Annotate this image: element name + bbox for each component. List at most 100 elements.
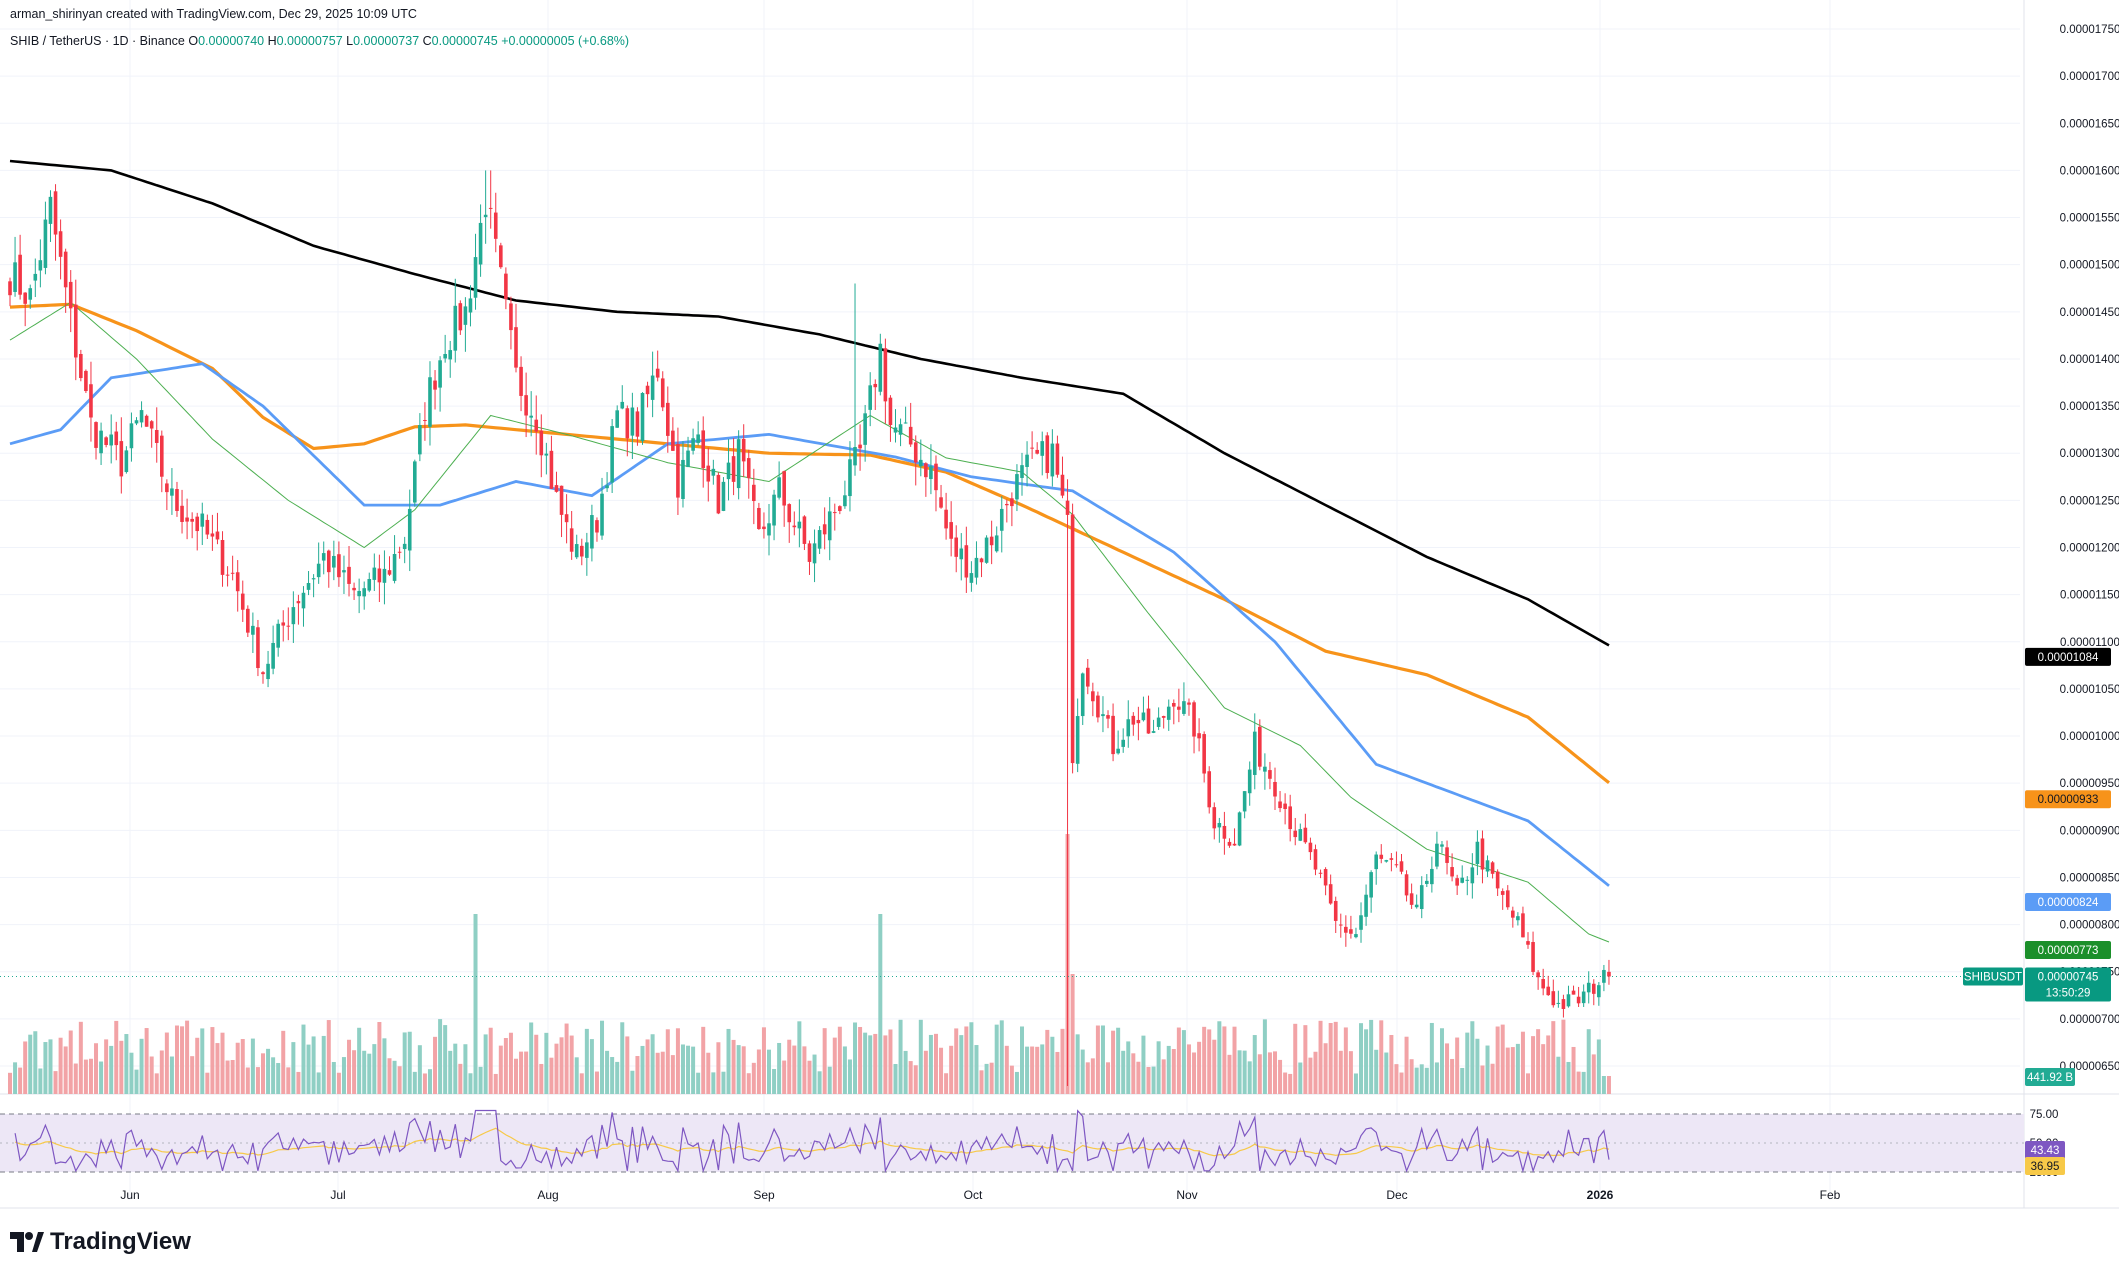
candle-up (969, 573, 974, 583)
candle-up (1015, 474, 1019, 500)
candle-down (569, 528, 574, 552)
volume-bar (8, 1072, 12, 1094)
volume-bar (1404, 1036, 1409, 1094)
candle-down (1450, 867, 1454, 877)
candle-down (554, 485, 559, 492)
candle-down (1404, 874, 1409, 896)
volume-bar (1495, 1026, 1500, 1094)
volume-bar (468, 1073, 473, 1094)
tradingview-logo[interactable]: TradingView (10, 1228, 191, 1256)
volume-bar (316, 1072, 321, 1094)
close-label: C (422, 34, 432, 48)
candle-up (28, 288, 33, 300)
candle-up (1166, 706, 1171, 720)
candle-up (1460, 877, 1465, 883)
ma200-value-tag: 0.00001084 (2038, 652, 2099, 664)
volume-bar (13, 1062, 18, 1094)
volume-bar (873, 1033, 878, 1094)
candle-up (453, 305, 458, 351)
volume-bar (767, 1049, 771, 1094)
volume-bar (276, 1063, 281, 1094)
volume-bar (807, 1060, 812, 1094)
symbol-tag-bg (1963, 967, 2023, 986)
candle-up (367, 579, 372, 591)
candle-down (671, 430, 675, 451)
candle-down (934, 463, 938, 491)
volume-bar (1252, 1035, 1257, 1094)
volume-bar (559, 1037, 564, 1094)
volume-bar (625, 1036, 630, 1094)
symbol-label[interactable]: SHIB / TetherUS · 1D · Binance (10, 34, 185, 48)
volume-bar (888, 1029, 893, 1094)
candle-up (1516, 916, 1520, 921)
volume-bar (1116, 1027, 1121, 1094)
volume-bar (529, 1022, 534, 1094)
candle-up (1374, 854, 1378, 870)
volume-bar (1439, 1028, 1444, 1094)
volume-bar (787, 1039, 792, 1094)
candle-down (1511, 910, 1515, 918)
candle-up (438, 360, 442, 388)
candle-down (1283, 803, 1287, 810)
price-tick-label: 0.00001550 (2060, 213, 2119, 225)
candle-up (1298, 829, 1303, 841)
volume-bar (726, 1028, 731, 1094)
candle-up (929, 466, 933, 480)
volume-bar (731, 1039, 736, 1094)
candle-down (190, 518, 194, 522)
candle-up (893, 427, 898, 433)
candle-down (1227, 841, 1232, 846)
volume-bar (1106, 1062, 1111, 1094)
candle-up (13, 262, 17, 292)
candle-down (1308, 842, 1313, 853)
volume-bar (878, 914, 883, 1094)
time-tick-label: 2026 (1587, 1188, 1614, 1202)
candle-down (625, 408, 630, 439)
volume-bar (402, 1032, 407, 1094)
price-axis: 0.00001750 0.00001700 0.00001650 0.00001600… (2030, 24, 2119, 1179)
volume-bar (73, 1063, 78, 1094)
volume-value-tag: 441.92 B (2027, 1072, 2073, 1084)
candle-up (1475, 841, 1480, 865)
volume-bar (923, 1050, 928, 1094)
candle-up (99, 430, 103, 454)
volume-bar (1004, 1045, 1009, 1094)
candle-up (200, 513, 205, 527)
candle-down (1060, 474, 1065, 496)
volume-bar (544, 1032, 549, 1094)
volume-bar (362, 1050, 367, 1094)
candle-down (235, 572, 240, 592)
volume-bar (357, 1027, 362, 1094)
volume-bar (321, 1035, 326, 1094)
volume-bar (600, 1020, 605, 1094)
candle-up (767, 523, 771, 536)
volume-bar (1131, 1053, 1136, 1094)
volume-bar (1445, 1043, 1450, 1094)
candle-down (1536, 972, 1540, 978)
volume-bar (984, 1063, 989, 1094)
price-tick-label: 0.00000850 (2060, 872, 2119, 884)
ma50-value-tag-bg (2025, 892, 2111, 911)
volume-bar (1364, 1029, 1369, 1094)
volume-bar (1359, 1023, 1364, 1094)
open-label: O (188, 34, 199, 48)
volume-bar (286, 1067, 291, 1094)
price-tick-label: 0.00000800 (2060, 920, 2119, 932)
candle-down (1323, 869, 1328, 886)
candle-up (478, 222, 483, 265)
ma100-value-tag: 0.00000933 (2038, 794, 2099, 806)
candle-down (534, 419, 539, 432)
candle-down (73, 304, 78, 358)
volume-bar (1014, 1071, 1019, 1094)
candle-down (1379, 854, 1384, 859)
candle-up (1242, 791, 1247, 812)
candle-down (1344, 926, 1348, 933)
volume-bar (1480, 1065, 1485, 1094)
candle-up (1126, 719, 1131, 737)
volume-bar (301, 1024, 306, 1094)
candle-up (332, 555, 336, 568)
volume-bar (660, 1051, 665, 1094)
candle-up (1586, 982, 1591, 993)
volume-bar (746, 1073, 751, 1094)
